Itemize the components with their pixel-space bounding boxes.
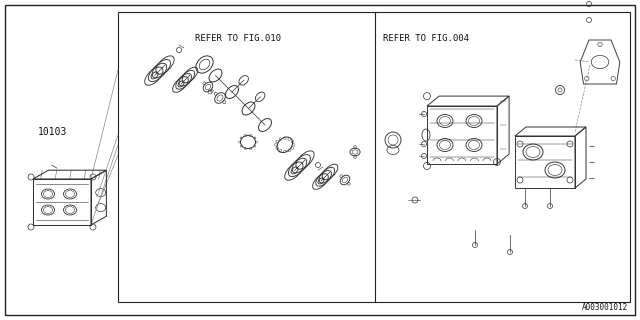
Text: REFER TO FIG.010: REFER TO FIG.010	[195, 34, 281, 43]
Text: 10103: 10103	[38, 127, 67, 137]
Bar	[118, 12, 630, 302]
Text: A003001012: A003001012	[582, 303, 628, 312]
Text: REFER TO FIG.004: REFER TO FIG.004	[383, 34, 469, 43]
